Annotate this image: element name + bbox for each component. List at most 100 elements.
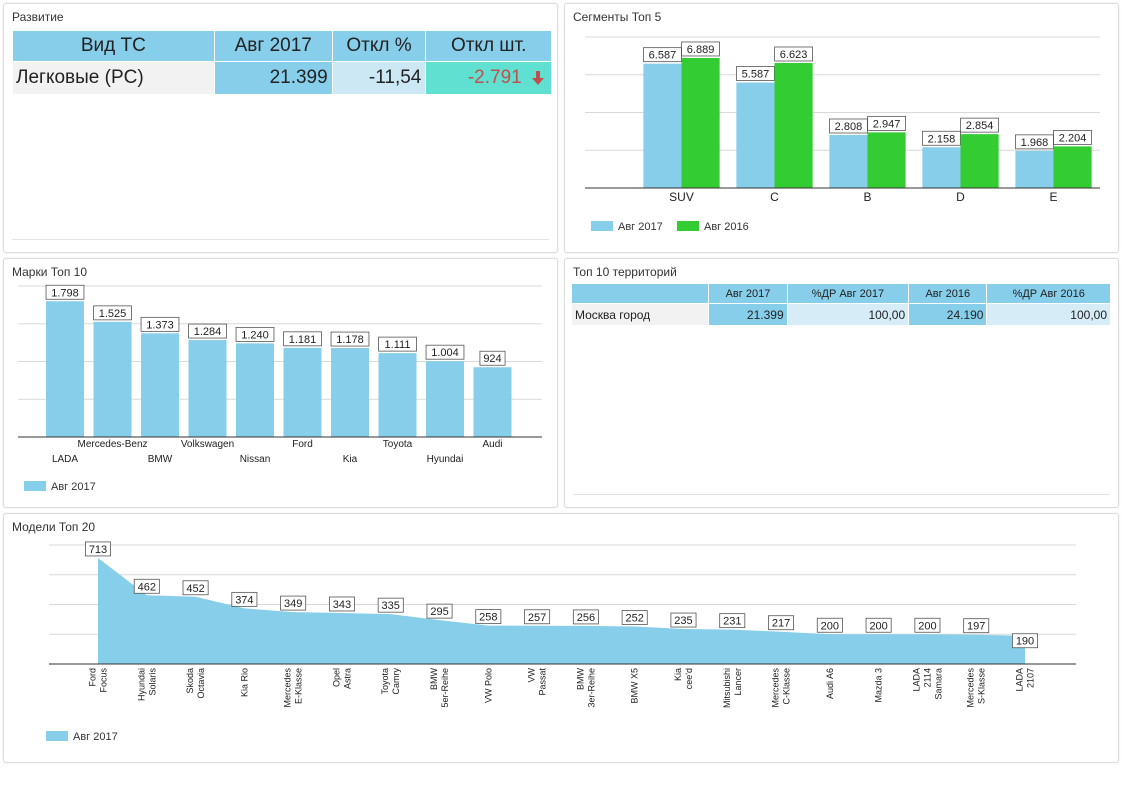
- legend-swatch-0: [24, 481, 46, 491]
- kpi-dev-units-cell: -2.791: [425, 61, 552, 95]
- legend-swatch-0: [591, 221, 613, 231]
- data-label: 452: [186, 583, 204, 595]
- territories-title: Топ 10 территорий: [573, 265, 677, 279]
- x-tick-label: SUV: [669, 190, 694, 204]
- data-label: 257: [528, 612, 546, 624]
- data-label: 924: [483, 353, 501, 365]
- data-label-box: [188, 323, 227, 339]
- data-label-box: [572, 609, 599, 625]
- x-tick-label: Kia: [673, 668, 683, 681]
- legend-label-0: Авг 2017: [73, 731, 118, 743]
- bar-B-0: [829, 134, 868, 188]
- data-label: 258: [479, 612, 497, 624]
- segments-chart: 6.587 6.889 SUV 5.587 6.623 C 2.808 2.947 B 2.158…: [585, 36, 1100, 233]
- data-label: 1.284: [194, 326, 222, 338]
- data-label: 197: [967, 621, 985, 633]
- x-tick-label: Camry: [391, 668, 401, 695]
- bar-SUV-0: [643, 63, 682, 188]
- x-tick-label: BMW X5: [630, 668, 640, 704]
- x-tick-label: Passat: [538, 668, 548, 696]
- legend-swatch-0: [46, 731, 68, 741]
- brands-chart: 1.798 LADA 1.525 Mercedes-Benz 1.373 BMW 1.284…: [18, 284, 542, 493]
- development-footer-line: [12, 239, 549, 240]
- bar-D-1: [960, 134, 999, 188]
- bar-Toyota: [378, 353, 417, 437]
- data-label-box: [45, 284, 85, 300]
- x-tick-label: Toyota: [383, 439, 413, 450]
- kpi-header-aug2017: Авг 2017: [213, 30, 333, 62]
- data-label: 1.181: [289, 334, 317, 346]
- x-tick-label: S-Klasse: [977, 668, 987, 704]
- territory-dr2017: 100,00: [786, 303, 910, 326]
- territory-aug2016: 24.190: [908, 303, 988, 326]
- x-tick-label: C-Klasse: [782, 668, 792, 705]
- data-label-box: [479, 350, 506, 366]
- segments-panel: Сегменты Топ 5 6.587 6.889 SUV 5.587 6.623 C 2…: [564, 3, 1119, 253]
- data-label: 256: [577, 612, 595, 624]
- models-panel: Модели Топ 20 713 462 452 374 349 343 335 295 25…: [3, 513, 1119, 763]
- data-label: 1.178: [336, 334, 364, 346]
- data-label: 190: [1016, 636, 1034, 648]
- territory-aug2017: 21.399: [708, 303, 788, 326]
- data-label: 2.947: [873, 118, 901, 130]
- data-label-box: [681, 41, 720, 57]
- x-tick-label: Solaris: [147, 668, 157, 696]
- territory-name: Москва город: [570, 303, 710, 326]
- x-tick-label: Nissan: [240, 454, 271, 465]
- data-label-box: [182, 580, 209, 596]
- data-label: 343: [333, 599, 351, 611]
- bar-Volkswagen: [188, 340, 227, 437]
- data-label-box: [865, 617, 892, 633]
- legend-label-1: Авг 2016: [704, 221, 749, 233]
- data-label-box: [425, 344, 465, 360]
- data-label-box: [377, 597, 404, 613]
- x-tick-label: Octavia: [196, 668, 206, 699]
- area-series: [98, 557, 1025, 664]
- bar-Audi: [473, 367, 512, 437]
- x-tick-label: Kia: [343, 454, 358, 465]
- data-label-box: [963, 618, 990, 634]
- data-label-box: [133, 578, 160, 594]
- data-label: 1.240: [241, 329, 269, 341]
- x-tick-label: E-Klasse: [294, 668, 304, 704]
- data-label: 252: [626, 613, 644, 625]
- brands-title: Марки Топ 10: [12, 265, 88, 279]
- data-label: 713: [89, 544, 107, 556]
- kpi-header-dev-units: Откл шт.: [425, 30, 552, 62]
- bar-Mercedes-Benz: [93, 321, 132, 437]
- legend-label-0: Авг 2017: [51, 481, 96, 493]
- kpi-data-row: Легковые (PC) 21.399 -11,54 -2.791: [12, 61, 552, 95]
- data-label: 200: [821, 620, 839, 632]
- data-label: 462: [138, 581, 156, 593]
- data-label: 2.808: [835, 121, 863, 133]
- x-tick-label: VW Polo: [483, 668, 493, 703]
- development-title: Развитие: [12, 10, 64, 24]
- kpi-header-row: Вид ТС Авг 2017 Откл % Откл шт.: [12, 30, 552, 62]
- x-tick-label: Lancer: [733, 668, 743, 696]
- x-tick-label: Hyundai: [427, 454, 464, 465]
- x-tick-label: D: [956, 190, 965, 204]
- x-tick-label: Astra: [342, 668, 352, 689]
- x-tick-label: Focus: [99, 668, 109, 693]
- data-label: 2.854: [966, 120, 994, 132]
- data-label: 6.889: [687, 44, 715, 56]
- data-label: 335: [382, 600, 400, 612]
- x-tick-label: Mercedes: [966, 668, 976, 708]
- kpi-header-dev-pct: Откл %: [331, 30, 427, 62]
- kpi-vehicle-type: Легковые (PC): [12, 61, 215, 95]
- x-tick-label: Hyundai: [136, 668, 146, 701]
- bar-B-1: [867, 132, 906, 188]
- x-tick-label: cee'd: [684, 668, 694, 689]
- data-label: 200: [869, 620, 887, 632]
- data-label-box: [768, 615, 795, 631]
- table-row: Москва город 21.399 100,00 24.190 100,00: [570, 303, 1111, 326]
- kpi-aug2017-value: 21.399: [213, 61, 333, 95]
- x-tick-label: Ford: [292, 439, 313, 450]
- x-tick-label: 3er-Reihe: [586, 668, 596, 708]
- bar-Nissan: [236, 343, 274, 437]
- data-label-box: [774, 46, 813, 62]
- territory-header-dr2016: %ДР Авг 2016: [986, 283, 1111, 304]
- territory-table: Авг 2017 %ДР Авг 2017 Авг 2016 %ДР Авг 2…: [570, 283, 1111, 326]
- x-tick-label: Mazda 3: [874, 668, 884, 703]
- x-tick-label: Samara: [933, 668, 943, 700]
